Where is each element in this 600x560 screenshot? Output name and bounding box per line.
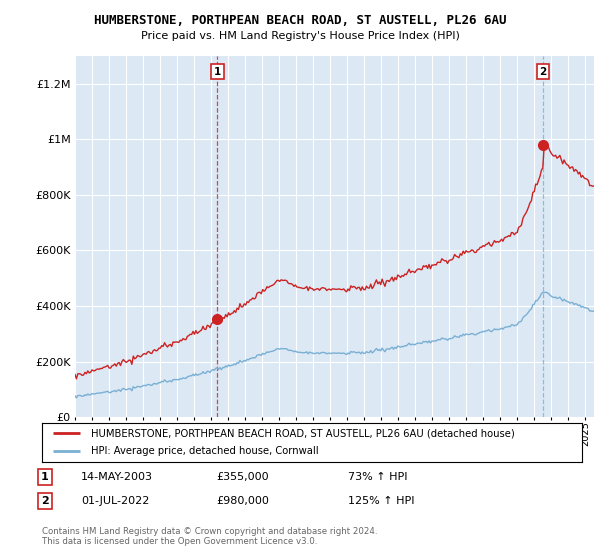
Text: 73% ↑ HPI: 73% ↑ HPI [348, 472, 407, 482]
Text: 2: 2 [41, 496, 49, 506]
Text: 01-JUL-2022: 01-JUL-2022 [81, 496, 149, 506]
Text: HPI: Average price, detached house, Cornwall: HPI: Average price, detached house, Corn… [91, 446, 318, 456]
Text: HUMBERSTONE, PORTHPEAN BEACH ROAD, ST AUSTELL, PL26 6AU: HUMBERSTONE, PORTHPEAN BEACH ROAD, ST AU… [94, 14, 506, 27]
Text: 1: 1 [214, 67, 221, 77]
Text: 125% ↑ HPI: 125% ↑ HPI [348, 496, 415, 506]
Text: HUMBERSTONE, PORTHPEAN BEACH ROAD, ST AUSTELL, PL26 6AU (detached house): HUMBERSTONE, PORTHPEAN BEACH ROAD, ST AU… [91, 428, 514, 438]
Text: Contains HM Land Registry data © Crown copyright and database right 2024.
This d: Contains HM Land Registry data © Crown c… [42, 526, 377, 546]
Text: £355,000: £355,000 [216, 472, 269, 482]
Text: 14-MAY-2003: 14-MAY-2003 [81, 472, 153, 482]
Text: 2: 2 [539, 67, 547, 77]
Text: £980,000: £980,000 [216, 496, 269, 506]
Text: 1: 1 [41, 472, 49, 482]
Text: Price paid vs. HM Land Registry's House Price Index (HPI): Price paid vs. HM Land Registry's House … [140, 31, 460, 41]
